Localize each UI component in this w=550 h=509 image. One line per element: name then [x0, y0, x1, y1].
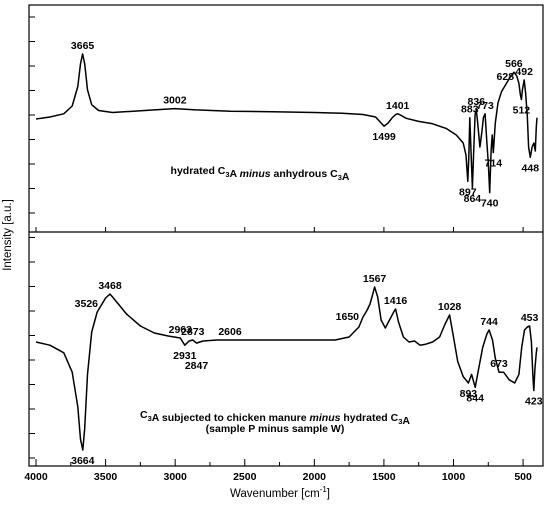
peak-label: 864 [464, 193, 482, 205]
x-axis-title-main: Wavenumber [cm [230, 488, 320, 500]
peak-label: 566 [505, 58, 523, 70]
peak-label: 448 [522, 162, 540, 174]
panel-caption-2: C3A subjected to chicken manure minus hy… [140, 409, 410, 427]
peak-label: 773 [476, 100, 494, 112]
caption-segment: hydrated C [340, 412, 398, 424]
peak-label: 740 [481, 198, 499, 210]
caption-segment: minus [310, 412, 341, 424]
x-tick-label: 2000 [303, 471, 327, 483]
caption-segment: A [402, 415, 410, 427]
y-axis-title: Intensity [a.u.] [2, 199, 14, 271]
peak-label: 2847 [185, 360, 209, 372]
panel-caption-line2: (sample P minus sample W) [206, 423, 345, 435]
peak-label: 423 [525, 396, 543, 408]
peak-label: 1401 [386, 100, 410, 112]
peak-label: 3526 [75, 298, 99, 310]
caption-segment: A subjected to chicken manure [152, 412, 310, 424]
peak-label: 883 [461, 104, 479, 116]
x-axis-title-close: ] [327, 488, 330, 500]
x-tick-label: 3000 [163, 471, 187, 483]
caption-segment: hydrated C [171, 165, 226, 177]
caption-segment: 3 [398, 417, 402, 426]
peak-label: 714 [485, 158, 503, 170]
peak-label: 844 [466, 392, 484, 404]
caption-segment: A [230, 168, 240, 180]
peak-label: 453 [521, 312, 539, 324]
caption-segment: C [140, 409, 148, 421]
peak-label: 1416 [384, 295, 408, 307]
peak-label: 628 [497, 71, 515, 83]
x-tick-label: 1500 [372, 471, 396, 483]
peak-label: 2873 [181, 326, 205, 338]
axes: 4000 3500 3000 2500 2000 1500 1000 500 [24, 16, 532, 483]
caption-segment: A [342, 171, 350, 183]
peak-label: 492 [515, 66, 533, 78]
x-tick-label: 4000 [24, 471, 48, 483]
plot-frame [28, 4, 544, 467]
plot-border [28, 4, 544, 467]
peak-label: 3665 [71, 40, 95, 52]
caption-segment: minus [240, 168, 271, 180]
peak-label: 1499 [372, 131, 396, 143]
peak-label: 2931 [173, 350, 197, 362]
peak-label: 1028 [438, 301, 462, 313]
x-tick-label: 500 [514, 471, 532, 483]
spectrum-line-1 [35, 53, 538, 194]
peak-label: 2606 [218, 326, 242, 338]
peak-label: 1650 [336, 311, 360, 323]
x-tick-label: 2500 [233, 471, 257, 483]
peak-label: 897 [459, 186, 477, 198]
panel-caption-1: hydrated C3A minus anhydrous C3A [171, 165, 350, 183]
caption-segment: 3 [338, 173, 342, 182]
peak-label: 744 [480, 316, 498, 328]
peak-label: 3664 [71, 455, 95, 467]
peak-label: 836 [468, 96, 486, 108]
x-tick-label: 3500 [94, 471, 118, 483]
x-tick-label: 1000 [442, 471, 466, 483]
peak-label: 3002 [163, 95, 187, 107]
peak-label: 893 [460, 388, 478, 400]
peak-label: 2963 [169, 324, 193, 336]
peak-label: 673 [490, 358, 508, 370]
spectra [35, 53, 538, 451]
caption-segment: 3 [225, 170, 229, 179]
peak-label: 512 [513, 105, 531, 117]
x-axis-title-exp: -1 [320, 485, 328, 494]
spectrum-line-2 [35, 286, 538, 451]
caption-segment: 3 [148, 414, 152, 423]
peak-label: 1567 [363, 273, 387, 285]
peak-label: 3468 [98, 280, 122, 292]
caption-segment: anhydrous C [271, 168, 339, 180]
x-axis-title: Wavenumber [cm-1] [230, 485, 330, 500]
